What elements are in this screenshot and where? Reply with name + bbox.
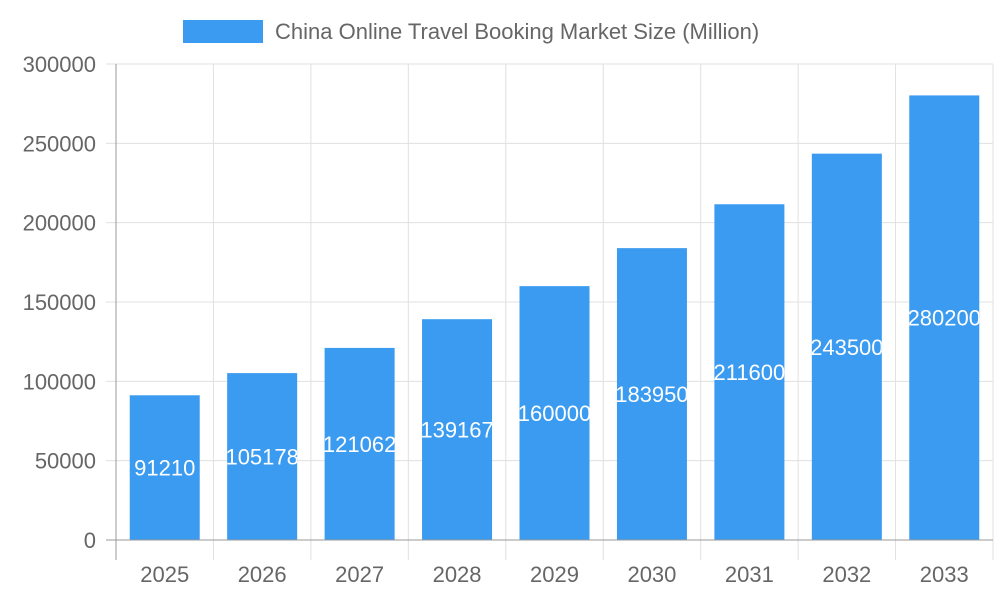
grid — [115, 63, 994, 560]
bar — [227, 373, 298, 540]
y-tick-label: 250000 — [23, 131, 96, 156]
data-label: 211600 — [713, 360, 785, 385]
x-tick-label: 2030 — [627, 562, 676, 587]
bar — [422, 319, 493, 540]
data-label: 243500 — [810, 335, 883, 360]
x-tick-label: 2027 — [335, 562, 384, 587]
bar — [616, 248, 687, 540]
data-label: 280200 — [908, 306, 981, 331]
axes: 0 50000 100000 150000 200000 250000 300000 2025… — [23, 52, 993, 587]
x-tick-label: 2028 — [433, 562, 482, 587]
data-label: 105178 — [225, 445, 298, 470]
data-label: 183950 — [615, 382, 688, 407]
x-tick-label: 2032 — [822, 562, 871, 587]
y-tick-label: 150000 — [23, 290, 96, 315]
y-tick-label: 300000 — [23, 52, 96, 77]
legend-label: China Online Travel Booking Market Size … — [275, 19, 759, 44]
x-tick-label: 2033 — [920, 562, 969, 587]
data-label: 160000 — [518, 401, 591, 426]
bar — [129, 395, 200, 540]
y-tick-label: 50000 — [35, 449, 96, 474]
x-tick-label: 2029 — [530, 562, 579, 587]
data-label: 121062 — [323, 432, 396, 457]
bar — [324, 347, 395, 540]
legend-swatch — [183, 20, 263, 43]
x-tick-label: 2026 — [238, 562, 287, 587]
legend[interactable]: China Online Travel Booking Market Size … — [183, 19, 759, 44]
y-tick-label: 200000 — [23, 211, 96, 236]
x-tick-label: 2025 — [140, 562, 189, 587]
bar — [909, 95, 980, 540]
y-tick-label: 0 — [84, 528, 96, 553]
bar — [519, 286, 590, 540]
y-tick-label: 100000 — [23, 369, 96, 394]
bar — [714, 204, 785, 540]
data-label: 139167 — [420, 418, 493, 443]
x-tick-label: 2031 — [725, 562, 774, 587]
data-label: 91210 — [134, 456, 195, 481]
bar — [811, 153, 882, 540]
bars: 91210 105178 121062 139167 160000 183950 21160… — [129, 95, 981, 540]
